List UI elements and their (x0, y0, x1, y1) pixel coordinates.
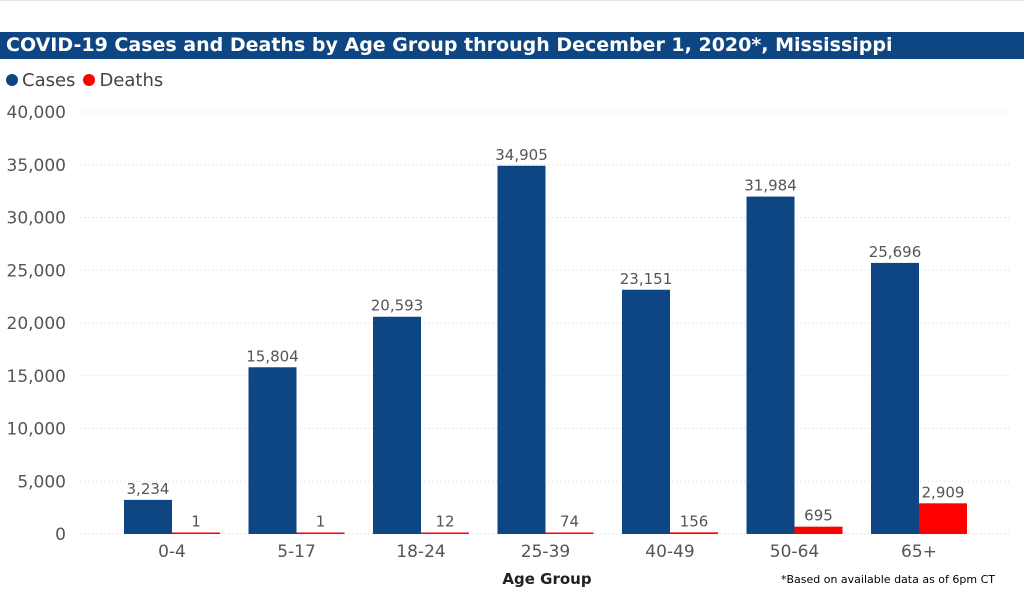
y-tick-label: 15,000 (7, 367, 66, 387)
y-tick-label: 25,000 (7, 261, 66, 281)
bar-deaths-40-49 (670, 532, 718, 534)
x-tick-label: 0-4 (158, 542, 186, 562)
legend-label-cases: Cases (22, 69, 76, 91)
data-label-deaths-50-64: 695 (804, 507, 833, 525)
y-axis-ticks: 0 5,000 10,000 15,000 20,000 25,000 30,000 35,0… (7, 103, 66, 545)
bar-cases-50-64 (746, 196, 795, 535)
legend-swatch-deaths (83, 74, 96, 86)
bar-deaths-50-64 (794, 526, 843, 534)
data-label-deaths-40-49: 156 (680, 512, 709, 530)
y-tick-label: 5,000 (17, 472, 66, 492)
bar-cases-40-49 (622, 289, 670, 534)
bars (124, 165, 967, 535)
data-label-cases-18-24: 20,593 (371, 297, 424, 315)
bar-cases-65+ (871, 262, 919, 534)
bar-cases-5-17 (248, 367, 297, 534)
legend-item-deaths: Deaths (83, 70, 163, 91)
y-tick-label: 35,000 (7, 156, 66, 176)
bar-deaths-25-39 (545, 532, 594, 534)
bar-deaths-5-17 (296, 532, 345, 534)
y-tick-label: 30,000 (7, 209, 66, 229)
y-tick-label: 40,000 (7, 103, 66, 123)
x-axis-title: Age Group (502, 570, 591, 588)
data-label-cases-5-17: 15,804 (246, 347, 299, 365)
bar-cases-25-39 (497, 165, 546, 534)
legend-label-deaths: Deaths (99, 69, 164, 91)
x-tick-label: 5-17 (277, 542, 316, 562)
data-label-cases-65+: 25,696 (869, 243, 922, 261)
y-tick-label: 20,000 (7, 314, 66, 334)
top-rule (0, 0, 1024, 1)
bar-deaths-18-24 (421, 532, 469, 534)
legend-swatch-cases (6, 74, 18, 86)
y-tick-label: 10,000 (7, 420, 66, 440)
data-labels: 3,234 1 15,804 1 20,593 12 34,905 74 23,151 156 31… (127, 146, 965, 531)
bar-deaths-0-4 (172, 532, 220, 534)
chart-title: COVID-19 Cases and Deaths by Age Group t… (0, 32, 1024, 59)
x-tick-label: 25-39 (521, 542, 570, 562)
data-label-deaths-0-4: 1 (191, 513, 201, 531)
data-label-deaths-25-39: 74 (560, 513, 579, 531)
footnote: *Based on available data as of 6pm CT (781, 573, 995, 586)
data-label-deaths-18-24: 12 (435, 513, 454, 531)
x-tick-label: 40-49 (645, 542, 694, 562)
data-label-cases-0-4: 3,234 (127, 480, 170, 498)
x-tick-label: 65+ (901, 542, 937, 562)
x-tick-label: 18-24 (396, 542, 445, 562)
bar-cases-18-24 (373, 316, 421, 534)
data-label-cases-50-64: 31,984 (744, 177, 797, 195)
bar-deaths-65+ (919, 503, 967, 534)
data-label-deaths-5-17: 1 (316, 513, 326, 531)
data-label-deaths-65+: 2,909 (922, 483, 965, 501)
x-tick-label: 50-64 (770, 542, 819, 562)
data-label-cases-25-39: 34,905 (495, 146, 548, 164)
gridlines (80, 111, 1012, 535)
legend: Cases Deaths (6, 68, 171, 92)
data-label-cases-40-49: 23,151 (620, 270, 673, 288)
y-tick-label: 0 (55, 525, 66, 545)
legend-item-cases: Cases (6, 70, 75, 91)
bar-cases-0-4 (124, 499, 172, 534)
x-axis-ticks: 0-4 5-17 18-24 25-39 40-49 50-64 65+ (158, 542, 937, 562)
